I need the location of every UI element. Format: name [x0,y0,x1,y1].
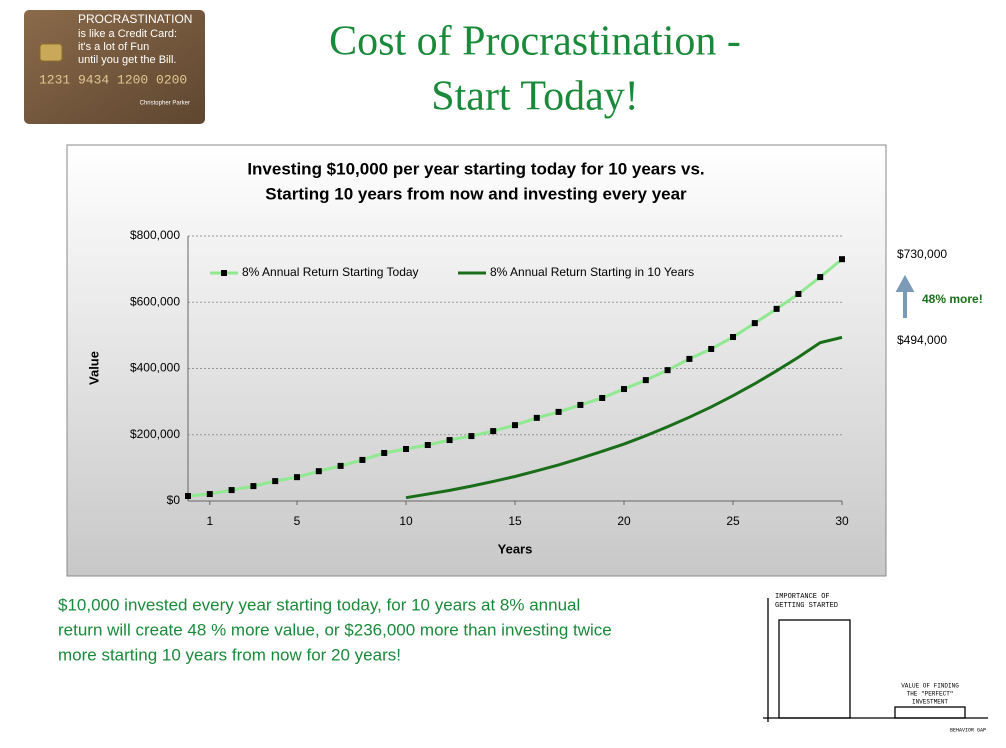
x-tick-label: 10 [399,514,413,528]
card-text: is like a Credit Card: [78,28,177,40]
marker [708,345,715,352]
legend-marker [221,270,227,276]
marker [228,487,235,494]
sketch-signature: BEHAVIOR GAP [950,727,986,733]
marker [817,274,824,281]
marker [294,474,300,481]
marker [555,408,562,415]
annotation: $730,000 [897,247,947,261]
marker [337,462,344,469]
annotation: 48% more! [922,292,983,306]
x-tick-label: 1 [206,514,213,528]
card-author: Christopher Parker [140,101,190,107]
sketch-label: GETTING STARTED [775,602,838,610]
marker [533,414,540,421]
card-number: 1231 9434 1200 0200 [39,72,187,87]
x-tick-label: 30 [835,514,849,528]
y-axis-label: Value [86,351,101,385]
card [24,10,205,124]
chart-title: Investing $10,000 per year starting toda… [247,159,704,178]
arrow [895,274,915,318]
marker [424,442,431,449]
series-line [405,335,843,500]
annotation: $494,000 [897,333,947,347]
summary-text: return will create 48 % more value, or $… [58,620,612,639]
x-tick-label: 15 [508,514,522,528]
x-tick-label: 20 [617,514,631,528]
y-tick-label: $0 [167,493,181,507]
marker [185,493,191,500]
marker [686,355,693,362]
slide-title: Cost of Procrastination - [329,19,741,65]
marker [795,290,802,297]
sketch-label: IMPORTANCE OF [775,593,830,601]
marker [599,394,606,401]
y-tick-label: $800,000 [130,228,180,242]
x-tick-label: 25 [726,514,740,528]
marker [468,433,475,440]
x-tick-label: 5 [294,514,301,528]
marker [773,305,780,312]
legend-label: 8% Annual Return Starting in 10 Years [490,265,694,279]
sketch-bar [778,619,851,719]
marker [621,386,627,393]
marker [381,449,388,456]
sketch-axes [763,598,988,722]
marker [250,483,257,490]
chart: Investing $10,000 per year starting toda… [86,159,849,556]
y-tick-label: $200,000 [130,427,180,441]
sketch-label: INVESTMENT [912,699,948,706]
card-text: until you get the Bill. [78,54,176,66]
marker [315,468,322,475]
marker [403,445,409,452]
marker [206,491,213,498]
sketch-bar [894,706,966,719]
summary-text: more starting 10 years from now for 20 y… [58,645,401,664]
sketch [763,598,988,722]
marker [751,320,758,327]
marker [512,422,518,429]
marker [359,456,366,463]
card-text: it's a lot of Fun [78,41,149,53]
chart-title: Starting 10 years from now and investing… [265,184,687,203]
marker [490,428,497,435]
slide-title: Start Today! [431,74,638,120]
marker [642,377,649,384]
card-chip [39,43,63,62]
sketch-label: THE "PERFECT" [907,691,954,698]
marker [446,437,453,444]
marker [577,401,584,408]
summary-text: $10,000 invested every year starting tod… [58,595,580,614]
card-text: PROCRASTINATION [78,12,192,26]
legend-label: 8% Annual Return Starting Today [242,265,419,279]
marker [839,256,845,263]
marker [272,478,279,485]
marker [664,367,671,374]
y-tick-label: $400,000 [130,361,180,375]
y-tick-label: $600,000 [130,294,180,308]
sketch-label: VALUE OF FINDING [901,683,959,690]
x-axis-label: Years [498,541,533,556]
marker [730,334,736,341]
chart-panel [66,144,887,577]
